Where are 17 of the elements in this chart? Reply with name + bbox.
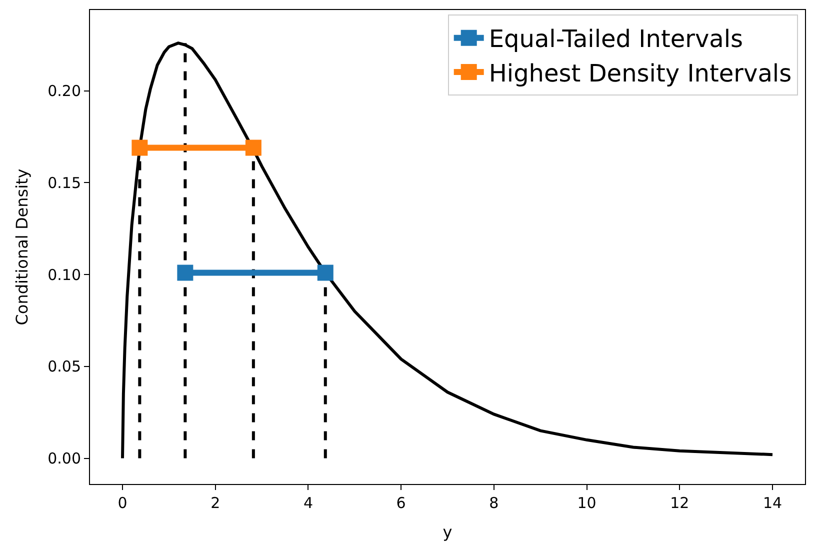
y-tick-label: 0.00 [48, 450, 81, 468]
x-tick-label: 0 [118, 494, 128, 512]
x-tick-label: 8 [489, 494, 499, 512]
y-tick-label: 0.05 [48, 358, 81, 376]
y-tick-label: 0.20 [48, 82, 81, 100]
x-tick-label: 14 [762, 494, 782, 512]
x-tick-label: 10 [577, 494, 596, 512]
x-tick-label: 2 [210, 494, 220, 512]
x-tick-label: 6 [396, 494, 406, 512]
x-tick-label: 12 [670, 494, 690, 512]
x-tick-label: 4 [303, 494, 313, 512]
y-axis-title: Conditional Density [12, 168, 32, 326]
y-tick-label: 0.10 [48, 266, 81, 284]
legend-label: Equal-Tailed Intervals [488, 25, 744, 54]
legend-label: Highest Density Intervals [488, 59, 792, 88]
y-tick-label: 0.15 [48, 174, 81, 192]
x-axis-title: y [442, 522, 452, 542]
